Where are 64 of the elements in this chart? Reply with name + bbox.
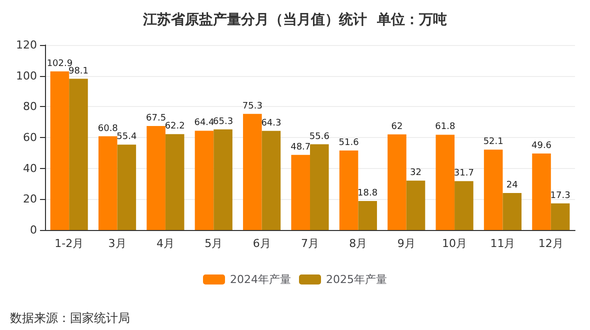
y-tick-label: 40: [23, 162, 37, 175]
y-tick-label: 120: [16, 38, 37, 52]
y-tick-label: 0: [30, 224, 37, 236]
data-label: 75.3: [242, 101, 262, 112]
bar: [50, 71, 70, 230]
x-tick-label: 10月: [442, 237, 468, 250]
bar: [550, 203, 570, 230]
y-tick-label: 20: [23, 192, 37, 206]
data-label: 32: [410, 168, 422, 178]
data-label: 67.5: [146, 113, 166, 124]
y-tick-label: 80: [23, 100, 37, 114]
x-tick-label: 7月: [301, 237, 319, 250]
bar: [117, 144, 136, 230]
bar: [358, 201, 377, 230]
bar: [69, 78, 88, 230]
bar: [98, 136, 118, 230]
bar: [406, 180, 426, 230]
bar: [532, 154, 551, 230]
x-tick-label: 12月: [538, 237, 564, 250]
data-label: 55.6: [309, 132, 330, 142]
bar: [436, 134, 455, 230]
data-label: 18.8: [358, 188, 378, 199]
data-label: 49.6: [531, 141, 552, 152]
bar: [484, 150, 503, 230]
data-label: 55.4: [116, 132, 137, 142]
x-tick-label: 6月: [252, 237, 271, 250]
bar: [194, 130, 214, 230]
data-label: 64.4: [194, 118, 215, 128]
data-label: 31.7: [454, 168, 474, 179]
data-label: 61.8: [435, 122, 456, 132]
x-tick-label: 5月: [204, 237, 223, 250]
bar: [262, 130, 281, 230]
bar: [388, 134, 406, 230]
data-label: 65.3: [213, 116, 234, 127]
legend-label: 2025年产量: [326, 273, 387, 286]
data-label: 52.1: [483, 137, 504, 148]
bar: [310, 144, 329, 230]
x-tick-label: 1-2月: [54, 237, 84, 250]
bar: [165, 134, 184, 230]
x-tick-label: 9月: [397, 237, 416, 250]
data-label: 17.3: [550, 190, 570, 201]
x-tick-label: 8月: [349, 237, 368, 250]
x-tick-label: 11月: [490, 237, 516, 250]
data-label: 60.8: [98, 124, 118, 134]
x-tick-label: 4月: [156, 237, 174, 250]
data-label: 98.1: [68, 66, 89, 76]
bar: [291, 154, 310, 230]
x-tick-label: 3月: [108, 237, 126, 250]
legend-label: 2024年产量: [230, 273, 292, 286]
bar: [454, 181, 474, 230]
data-label: 51.6: [338, 138, 360, 148]
y-tick-label: 100: [16, 69, 37, 82]
bar: [339, 150, 358, 230]
bar: [146, 126, 166, 230]
source-note: 数据来源：国家统计局: [10, 311, 130, 325]
data-label: 62: [391, 122, 403, 132]
bar: [214, 129, 232, 230]
y-tick-label: 60: [23, 131, 37, 144]
bar: [243, 114, 262, 230]
data-label: 62.2: [164, 122, 185, 132]
data-label: 48.7: [290, 142, 311, 152]
data-label: 24: [506, 180, 518, 190]
bar: [502, 193, 522, 230]
chart-title: 江苏省原盐产量分月（当月值）统计 单位：万吨: [142, 11, 447, 28]
